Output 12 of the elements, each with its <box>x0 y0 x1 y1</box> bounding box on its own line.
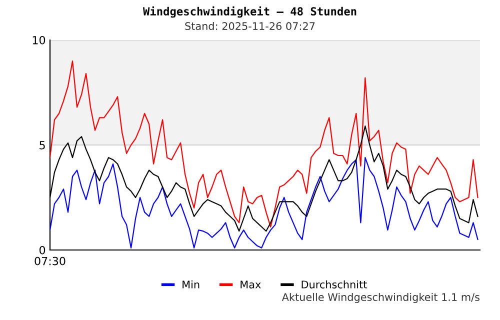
legend-label: Max <box>240 280 261 288</box>
text: Aktuelle Windgeschwindigkeit 1.1 m/s <box>282 292 480 304</box>
y-tick-label: 5 <box>40 141 45 150</box>
y-tick-label: 0 <box>39 246 46 254</box>
line-series <box>50 157 478 248</box>
text: 07:30 <box>34 256 66 266</box>
legend-label: Durchschnitt <box>302 280 367 288</box>
legend-label: Min <box>182 280 200 288</box>
chart-title: Windgeschwindigkeit – 48 Stunden <box>142 6 356 18</box>
line-series <box>50 60 478 228</box>
y-tick-label: 10 <box>32 36 46 44</box>
chart-subtitle: Stand: 2025-11-26 07:27 <box>185 22 315 30</box>
